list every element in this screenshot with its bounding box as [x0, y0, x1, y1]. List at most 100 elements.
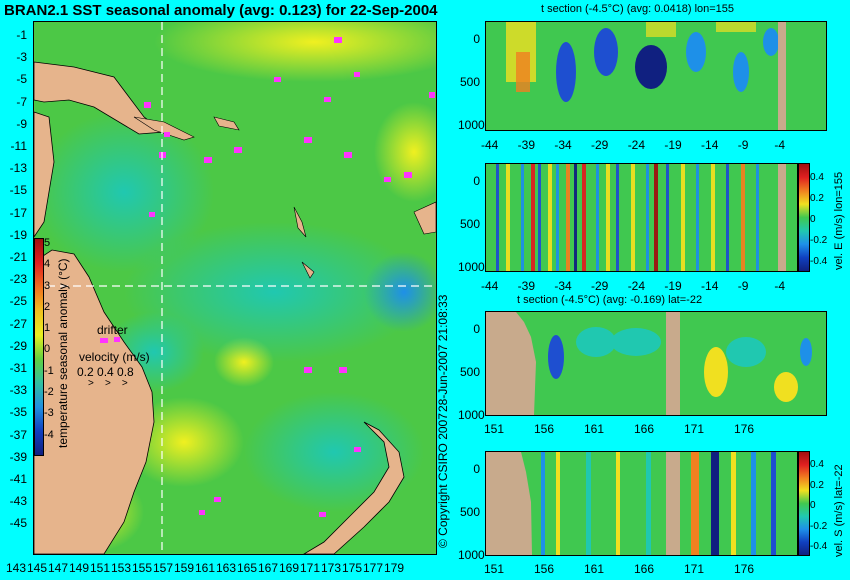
vel-tick: 0.2: [810, 193, 824, 204]
lat-label: -43: [9, 494, 27, 509]
lon-label: 159: [174, 561, 195, 575]
lat-label: -23: [9, 272, 27, 287]
x-tick: 156: [534, 562, 555, 576]
colorbar-tick: 3: [44, 279, 51, 292]
lat-label: -17: [9, 205, 27, 220]
colorbar-tick: -4: [44, 428, 54, 441]
x-tick: -44: [481, 138, 499, 152]
x-tick: 151: [484, 562, 505, 576]
vel-e-section: [485, 163, 798, 272]
lon-label: 179: [384, 561, 405, 575]
lat-label: -7: [16, 94, 27, 109]
x-tick: -34: [554, 279, 572, 293]
colorbar-tick: 1: [44, 322, 51, 335]
vel-tick: -0.2: [810, 520, 828, 532]
bottom-depth-axis: 0 500 1000: [458, 308, 485, 437]
x-tick: 166: [634, 422, 655, 436]
colorbar-tick: 4: [44, 258, 51, 271]
lon-label: 169: [279, 561, 300, 575]
lat-label: -29: [9, 338, 27, 353]
x-tick: -34: [554, 138, 572, 152]
x-tick: -29: [591, 279, 609, 293]
lat-label: -1: [16, 28, 27, 42]
copyright-text: © Copyright CSIRO 2007: [436, 413, 450, 548]
colorbar-label: temperature seasonal anomaly (°C): [56, 258, 70, 448]
lat-label: -45: [9, 516, 27, 531]
lon-label: 151: [90, 561, 111, 575]
x-tick: -9: [737, 138, 749, 152]
velocity-arrows-icon: > > >: [88, 378, 128, 389]
top-x-axis: -44 -39 -34 -29 -24 -19 -14 -9 -4: [481, 138, 811, 152]
x-tick: 176: [734, 422, 755, 436]
vel-tick: 0: [810, 214, 816, 225]
lat-label: -5: [16, 72, 27, 87]
vel-s-label: vel. S (m/s) lat=-22: [833, 464, 845, 557]
vel-tick: -0.4: [810, 541, 828, 552]
depth-tick: 1000: [458, 548, 485, 562]
lon-label: 143: [6, 561, 27, 575]
x-tick: -4: [774, 279, 786, 293]
lat-label: -25: [9, 294, 27, 309]
x-tick: 151: [484, 422, 505, 436]
x-tick: 176: [734, 562, 755, 576]
colorbar-tick: -2: [44, 386, 54, 399]
lat-label: -21: [9, 250, 27, 265]
x-tick: 171: [684, 422, 705, 436]
depth-tick: 0: [473, 462, 480, 476]
vel-tick: 0: [810, 500, 816, 511]
vel-s-ticks: 0.4 0.2 0 -0.2 -0.4: [810, 455, 827, 558]
depth-tick: 1000: [458, 408, 485, 422]
depth-tick: 500: [459, 505, 480, 519]
x-tick: -4: [774, 138, 786, 152]
vel-e-ticks: 0.4 0.2 0 -0.2 -0.4: [810, 167, 827, 272]
x-tick: -39: [517, 138, 536, 152]
colorbar-tick: -3: [44, 407, 54, 420]
map-title: BRAN2.1 SST seasonal anomaly (avg: 0.123…: [4, 2, 438, 19]
lat-label: -35: [9, 405, 27, 420]
x-tick: -39: [517, 279, 536, 293]
x-tick: -19: [664, 279, 682, 293]
x-tick: -19: [664, 138, 682, 152]
x-tick: 166: [634, 562, 655, 576]
x-tick: 161: [584, 562, 605, 576]
sst-colorbar: [34, 238, 44, 456]
lat-label: -13: [9, 161, 27, 176]
x-tick: -44: [481, 279, 499, 293]
vel-s-x-axis: 151 156 161 166 171 176: [484, 562, 814, 576]
lon-label: 163: [216, 561, 237, 575]
vel-tick: 0.4: [810, 459, 824, 470]
lat-label: -41: [9, 472, 27, 487]
lon-label: 153: [111, 561, 132, 575]
lat-label: -33: [9, 383, 27, 398]
x-tick: -14: [701, 279, 719, 293]
lat-label: -11: [10, 139, 27, 154]
colorbar-tick: 5: [44, 237, 51, 249]
lat-label: -19: [9, 227, 27, 242]
lat-label: -3: [16, 50, 27, 65]
vel-tick: -0.2: [810, 235, 828, 246]
drifter-label: drifter: [97, 323, 128, 337]
depth-tick: 1000: [458, 118, 485, 132]
x-tick: -24: [627, 138, 646, 152]
t-section-lon155: [485, 21, 827, 131]
velocity-values: 0.2 0.4 0.8: [77, 365, 134, 379]
velocity-title: velocity (m/s): [79, 350, 150, 364]
lat-label: -9: [16, 116, 27, 131]
x-tick: 161: [584, 422, 605, 436]
x-tick: -9: [737, 279, 749, 293]
lat-label: -37: [9, 427, 27, 442]
vel-e-label: vel. E (m/s) lon=155: [833, 171, 845, 270]
depth-tick: 500: [459, 365, 480, 379]
sst-map: [33, 21, 437, 555]
lat-label: -27: [9, 316, 27, 331]
depth-tick: 1000: [458, 260, 485, 274]
x-tick: -29: [591, 138, 609, 152]
lon-label: 145: [27, 561, 48, 575]
vel-e-colorbar: [798, 163, 810, 272]
vel-tick: 0.4: [810, 172, 824, 183]
lon-label: 175: [342, 561, 363, 575]
colorbar-tick: -1: [44, 364, 54, 377]
depth-tick: 500: [459, 75, 480, 89]
lat-label: -39: [9, 449, 27, 464]
lon-label: 167: [258, 561, 279, 575]
